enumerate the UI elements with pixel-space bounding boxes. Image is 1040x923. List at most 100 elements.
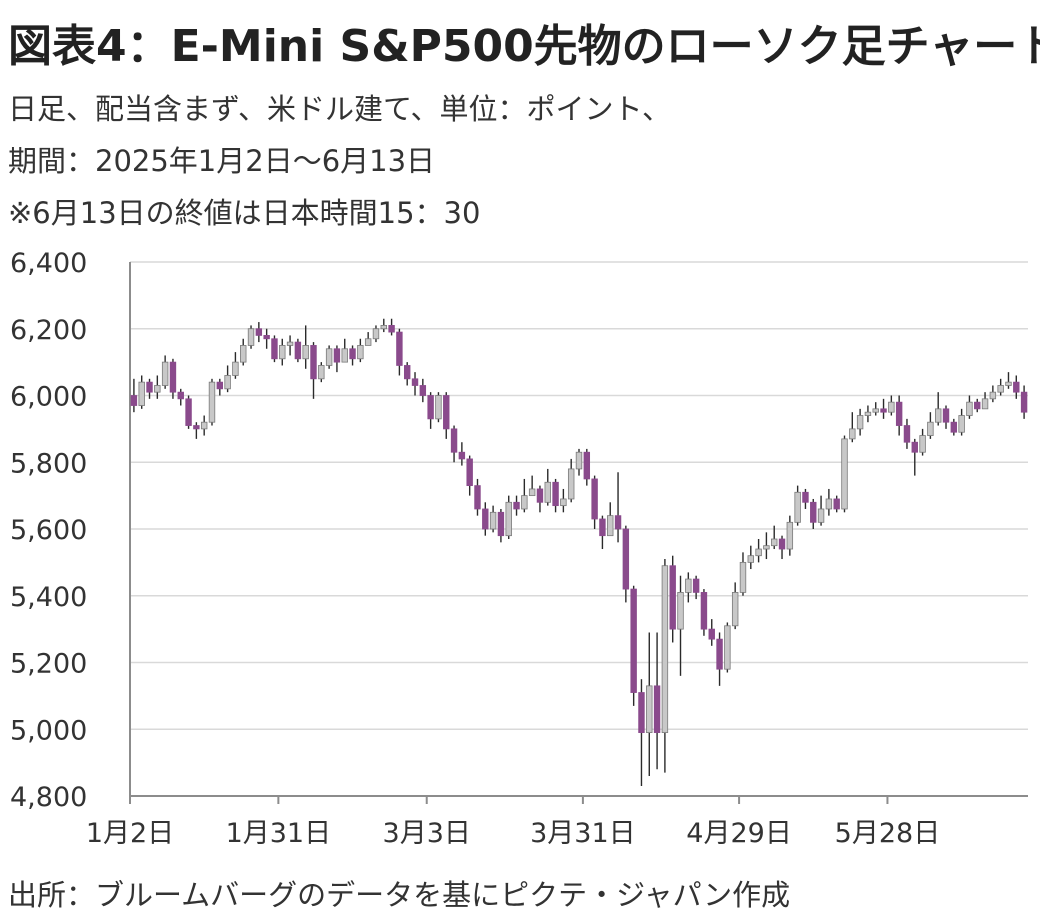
source-note: 出所：ブルームバーグのデータを基にピクテ・ジャパン作成: [8, 878, 791, 912]
candle-body-down: [185, 398, 192, 426]
candle: [864, 405, 872, 423]
candle: [138, 375, 145, 409]
candle: [817, 495, 825, 526]
candle: [927, 412, 934, 439]
candle: [849, 412, 856, 443]
candle-body-down: [895, 401, 903, 426]
candle-body-up: [997, 385, 1004, 393]
candle: [895, 395, 903, 436]
candle: [255, 322, 263, 343]
candle-body-down: [950, 421, 958, 433]
candle-body-up: [981, 398, 989, 410]
candle: [1020, 385, 1028, 419]
candle: [888, 395, 895, 416]
candle: [583, 448, 591, 486]
candle-body-up: [763, 545, 770, 550]
candle-body-up: [560, 498, 567, 507]
candle-body-down: [411, 378, 419, 386]
candle: [903, 418, 911, 449]
candle-body-down: [466, 458, 473, 487]
candle: [661, 559, 669, 773]
x-tick-label: 5月28日: [835, 818, 941, 849]
candle: [177, 388, 184, 406]
candle: [466, 455, 473, 496]
candle-body-up: [489, 511, 497, 530]
candle-body-down: [310, 345, 317, 380]
candle: [692, 575, 700, 600]
y-tick-label: 5,400: [10, 582, 87, 613]
candle-body-down: [638, 692, 645, 733]
candle: [934, 392, 942, 426]
candle-body-down: [263, 335, 270, 340]
candle-body-up: [771, 538, 778, 547]
candle-body-down: [614, 515, 622, 530]
candle-body-down: [833, 498, 840, 510]
candle-body-up: [958, 415, 965, 433]
candle: [638, 679, 645, 786]
candle-body-up: [435, 395, 442, 420]
candle: [450, 425, 458, 463]
candle: [614, 472, 622, 543]
candle-body-up: [325, 348, 333, 366]
y-tick-label: 4,800: [10, 782, 87, 813]
candle: [950, 418, 958, 436]
candle-body-down: [458, 451, 466, 460]
candle: [364, 332, 372, 346]
candle: [958, 408, 965, 436]
candle: [216, 378, 224, 396]
candle-body-down: [169, 361, 177, 393]
candle-body-down: [802, 491, 809, 503]
candle-body-up: [318, 365, 325, 380]
candle-body-down: [552, 481, 559, 507]
candle-body-up: [794, 491, 801, 523]
candle-body-down: [911, 441, 918, 453]
candle-body-down: [419, 385, 427, 396]
candle-body-down: [653, 685, 661, 733]
candle-body-down: [450, 428, 458, 453]
candle-body-down: [974, 401, 981, 410]
candle: [224, 365, 231, 393]
candle-body-down: [591, 478, 598, 520]
candle-body-down: [942, 408, 950, 423]
candle: [325, 345, 333, 369]
candle-body-up: [747, 555, 755, 563]
candle: [919, 428, 926, 456]
candle-body-up: [200, 421, 208, 430]
candle: [357, 338, 364, 363]
candle-body-up: [240, 345, 247, 363]
candle-body-up: [841, 438, 848, 510]
candle-body-down: [294, 341, 302, 360]
candle-body-down: [271, 338, 278, 360]
candle: [763, 532, 770, 560]
y-tick-label: 6,000: [10, 382, 87, 413]
candle: [302, 325, 309, 369]
candle: [130, 378, 138, 413]
candle: [646, 632, 653, 776]
x-tick-label: 3月3日: [383, 818, 471, 849]
candle-body-up: [505, 501, 512, 537]
candle: [513, 495, 520, 516]
candle-body-up: [934, 408, 942, 423]
candle-body-up: [927, 421, 934, 436]
candle-body-up: [786, 521, 794, 550]
candle: [443, 392, 450, 439]
candle-body-down: [903, 425, 911, 443]
candle-body-up: [685, 578, 692, 593]
candle-body-down: [716, 638, 723, 670]
candle: [161, 355, 169, 389]
candle: [193, 422, 200, 439]
candle-body-up: [161, 361, 169, 386]
candle: [482, 502, 489, 536]
candle-body-up: [825, 498, 833, 510]
x-tick-label: 1月2日: [86, 818, 174, 849]
candle-body-up: [856, 415, 864, 430]
candle-body-down: [669, 565, 676, 630]
candle: [669, 555, 676, 643]
candle: [685, 572, 692, 603]
candle: [388, 318, 395, 336]
candle: [700, 589, 708, 636]
candle: [630, 585, 637, 706]
candle-body-up: [731, 592, 739, 627]
candle-body-up: [567, 468, 575, 500]
candle: [677, 575, 684, 676]
